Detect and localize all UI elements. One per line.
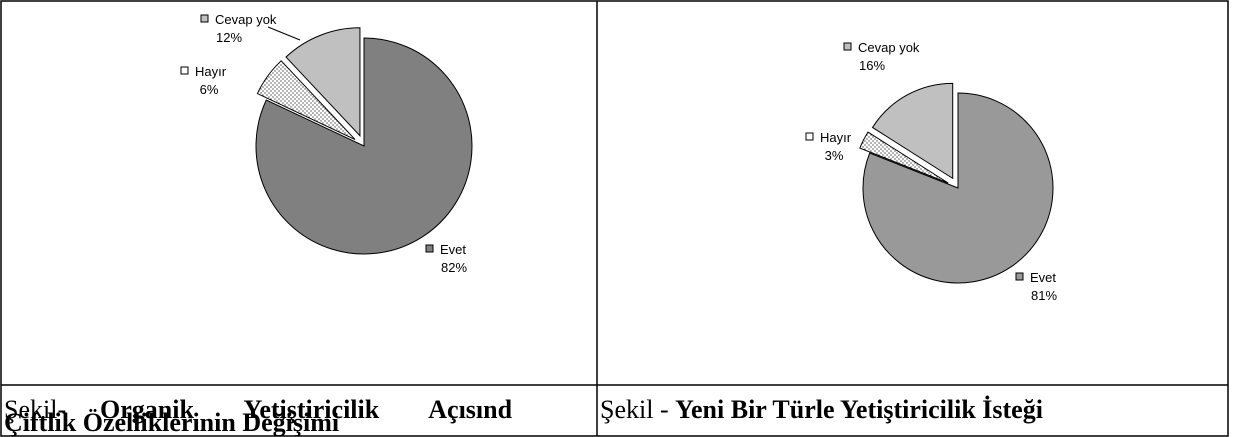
slice-value: 16% <box>859 58 885 73</box>
slice-label: Evet <box>1030 270 1056 285</box>
caption: Şekil- Organik Yetiştiricilik Açısınd <box>4 395 513 424</box>
legend-swatch <box>805 132 814 141</box>
slice-value: 6% <box>200 82 219 97</box>
leader-line <box>267 26 301 41</box>
pie-slice <box>285 27 361 138</box>
slice-value: 12% <box>216 30 242 45</box>
legend-swatch <box>180 66 189 75</box>
slice-label: Hayır <box>820 130 852 145</box>
legend-swatch <box>425 244 434 253</box>
caption-prefix: Şekil - <box>600 395 675 424</box>
slice-value: 81% <box>1031 288 1057 303</box>
caption-title: Yeni Bir Türle Yetiştiricilik İsteği <box>675 395 1043 424</box>
caption: Şekil - Yeni Bir Türle Yetiştiricilik İs… <box>600 395 1043 424</box>
pie-slice <box>862 92 1054 284</box>
pie-slice <box>859 131 949 184</box>
pie-slice <box>255 37 473 255</box>
slice-label: Cevap yok <box>215 12 277 27</box>
legend-swatch <box>1015 272 1024 281</box>
pie-slice <box>256 60 356 140</box>
slice-label: Cevap yok <box>858 40 920 55</box>
caption-line: Şekil - Yeni Bir Türle Yetiştiricilik İs… <box>600 395 1043 424</box>
caption-title: Organik Yetiştiricilik Açısınd <box>100 395 513 424</box>
pie-slice <box>871 82 954 180</box>
pie-chart: Evet 82% Hayır 6% Cevap yok 12% <box>180 12 473 275</box>
captions: Şekil- Organik Yetiştiricilik AçısındÇift… <box>4 395 1043 437</box>
caption-line: Şekil- Organik Yetiştiricilik Açısınd <box>4 395 513 424</box>
slice-label: Evet <box>440 242 466 257</box>
pie-chart: Evet 81% Hayır 3% Cevap yok 16% <box>805 40 1057 303</box>
legend-swatch <box>843 42 852 51</box>
legend-swatch <box>200 14 209 23</box>
caption-prefix: Şekil- <box>4 395 66 424</box>
slice-label: Hayır <box>195 64 227 79</box>
caption-title: Çiftlik Özelliklerinin Değişimi <box>4 408 339 437</box>
charts: Evet 82% Hayır 6% Cevap yok 12% Evet 81% Hayır 3%… <box>180 12 1057 303</box>
slice-value: 82% <box>441 260 467 275</box>
slice-value: 3% <box>825 148 844 163</box>
